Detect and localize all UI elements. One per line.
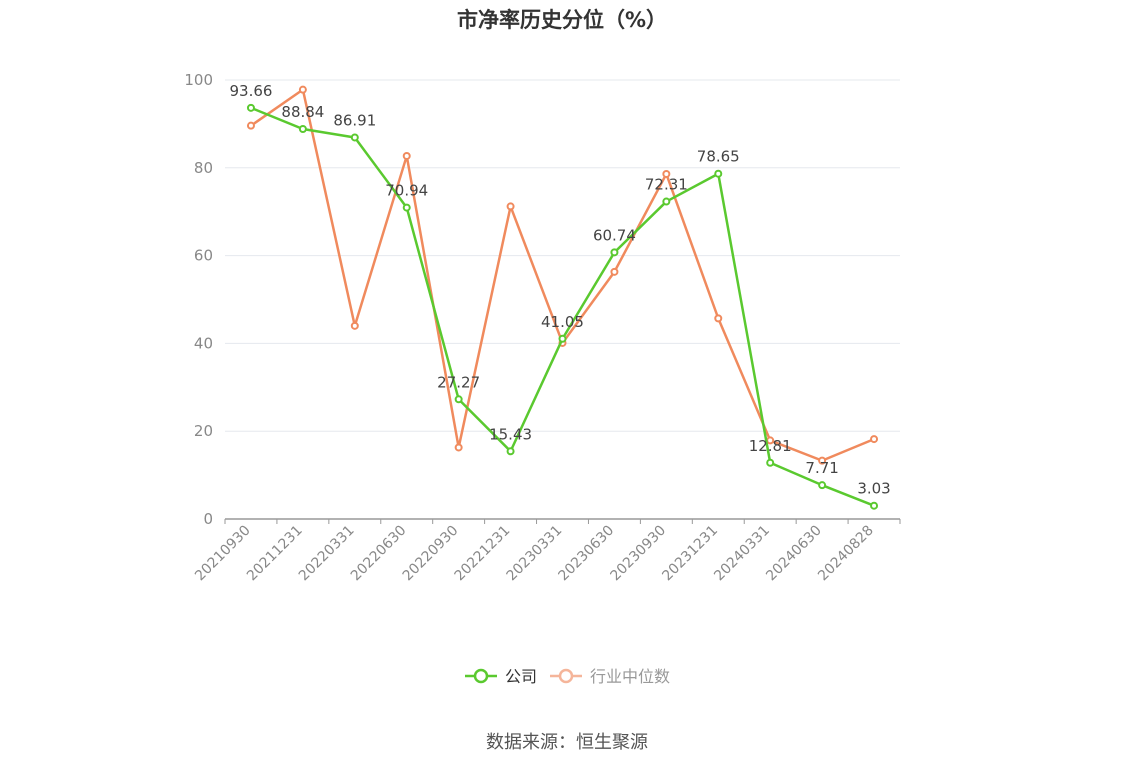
x-tick-label: 20220331 xyxy=(296,523,358,585)
company-data-label: 60.74 xyxy=(593,226,636,244)
industry-series-line xyxy=(250,88,875,462)
source-label: 数据来源： xyxy=(486,732,576,753)
data-label-layer: 93.66 88.84 86.91 70.94 27.27 15.43 41.05 60.74… xyxy=(229,82,890,498)
company-data-label: 41.05 xyxy=(541,313,584,331)
company-data-label: 3.03 xyxy=(857,480,890,498)
company-data-point[interactable] xyxy=(454,395,463,404)
legend-marker-icon xyxy=(558,668,574,684)
y-tick-label: 0 xyxy=(203,510,213,528)
company-data-point[interactable] xyxy=(246,103,255,112)
legend-marker-icon xyxy=(473,668,489,684)
x-tick-label: 20210930 xyxy=(192,523,254,585)
company-data-point[interactable] xyxy=(350,133,359,142)
company-data-point[interactable] xyxy=(818,481,827,490)
company-data-point[interactable] xyxy=(870,501,879,510)
company-data-point[interactable] xyxy=(662,197,671,206)
x-tick-label: 20240828 xyxy=(815,523,877,585)
x-tick-label: 20220930 xyxy=(400,523,462,585)
series-layer xyxy=(246,85,879,510)
source-line: 数据来源：恒生聚源 xyxy=(0,728,1134,754)
industry-data-point[interactable] xyxy=(350,321,359,330)
industry-data-point[interactable] xyxy=(506,202,515,211)
company-data-label: 72.31 xyxy=(645,176,688,194)
industry-data-point[interactable] xyxy=(298,85,307,94)
x-tick-label: 20221231 xyxy=(452,523,514,585)
y-tick-label: 80 xyxy=(194,159,213,177)
y-tick-label: 20 xyxy=(194,422,213,440)
y-tick-label: 60 xyxy=(194,247,213,265)
industry-data-point[interactable] xyxy=(246,121,255,130)
company-data-label: 15.43 xyxy=(489,425,532,443)
x-tick-label: 20231231 xyxy=(659,523,721,585)
company-data-point[interactable] xyxy=(506,447,515,456)
company-data-label: 27.27 xyxy=(437,373,480,391)
company-data-point[interactable] xyxy=(402,203,411,212)
legend-item-company[interactable]: 公司 xyxy=(465,667,537,686)
company-data-label: 88.84 xyxy=(281,103,324,121)
company-data-label: 7.71 xyxy=(805,459,838,477)
x-tick-label: 20211231 xyxy=(244,523,306,585)
y-tick-label: 40 xyxy=(194,334,213,352)
industry-data-point[interactable] xyxy=(454,443,463,452)
company-data-label: 86.91 xyxy=(333,111,376,129)
company-data-label: 93.66 xyxy=(229,82,272,100)
industry-data-point[interactable] xyxy=(662,169,671,178)
company-data-label: 12.81 xyxy=(749,437,792,455)
chart-title: 市净率历史分位（%） xyxy=(456,8,668,32)
industry-data-point[interactable] xyxy=(402,151,411,160)
x-tick-label: 20230630 xyxy=(556,523,618,585)
source-value: 恒生聚源 xyxy=(576,732,648,753)
x-tick-label: 20230930 xyxy=(607,523,669,585)
company-data-point[interactable] xyxy=(610,248,619,257)
legend-label-company: 公司 xyxy=(505,667,537,686)
x-tick-label: 20220630 xyxy=(348,523,410,585)
y-tick-label: 100 xyxy=(184,71,213,89)
x-tick-label: 20240331 xyxy=(711,523,773,585)
industry-data-point[interactable] xyxy=(818,456,827,465)
x-tick-label: 20240630 xyxy=(763,523,825,585)
company-data-point[interactable] xyxy=(558,334,567,343)
industry-data-point[interactable] xyxy=(870,435,879,444)
company-data-point[interactable] xyxy=(298,124,307,133)
industry-data-point[interactable] xyxy=(714,314,723,323)
company-data-point[interactable] xyxy=(714,169,723,178)
company-data-label: 78.65 xyxy=(697,148,740,166)
x-tick-label: 20230331 xyxy=(504,523,566,585)
legend-item-industry[interactable]: 行业中位数 xyxy=(550,667,670,686)
legend-label-industry: 行业中位数 xyxy=(590,667,670,686)
industry-data-point[interactable] xyxy=(610,267,619,276)
company-data-label: 70.94 xyxy=(385,182,428,200)
legend[interactable]: 公司 行业中位数 xyxy=(465,667,670,686)
company-data-point[interactable] xyxy=(766,458,775,467)
